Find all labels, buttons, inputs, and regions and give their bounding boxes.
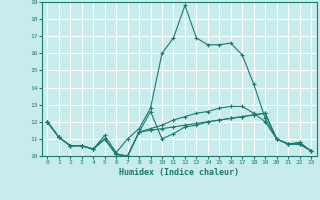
X-axis label: Humidex (Indice chaleur): Humidex (Indice chaleur) bbox=[119, 168, 239, 177]
